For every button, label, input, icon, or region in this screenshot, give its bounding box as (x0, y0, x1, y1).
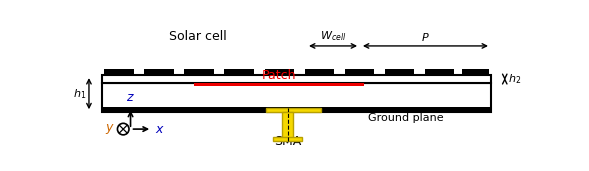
Bar (102, 107, 491, 112)
Bar (385, 69, 414, 75)
Text: $P$: $P$ (421, 31, 430, 43)
Text: $z$: $z$ (126, 91, 135, 104)
Text: $y$: $y$ (104, 122, 114, 136)
Bar (194, 83, 364, 86)
Text: Patch: Patch (262, 69, 296, 82)
Text: Ground plane: Ground plane (368, 113, 444, 123)
Bar (102, 83, 491, 112)
Bar (273, 137, 302, 141)
Bar (102, 75, 491, 83)
Text: $h_1$: $h_1$ (72, 87, 86, 101)
Bar (184, 69, 214, 75)
Bar (144, 69, 174, 75)
Text: $W_{cell}$: $W_{cell}$ (320, 29, 346, 43)
Text: $x$: $x$ (155, 123, 165, 136)
Bar (224, 69, 254, 75)
Bar (264, 69, 294, 75)
Bar (462, 69, 489, 75)
Text: Solar cell: Solar cell (170, 30, 227, 43)
Bar (266, 108, 322, 112)
Bar (305, 69, 334, 75)
Text: SMA: SMA (274, 135, 301, 148)
Bar (282, 112, 293, 138)
Bar (104, 69, 134, 75)
Bar (425, 69, 454, 75)
Bar (345, 69, 374, 75)
Text: $h_2$: $h_2$ (508, 72, 521, 86)
